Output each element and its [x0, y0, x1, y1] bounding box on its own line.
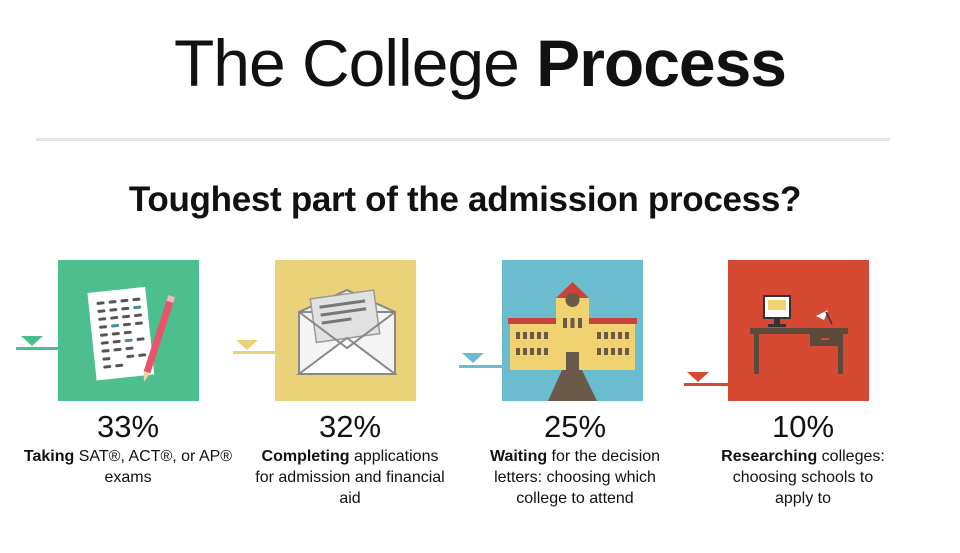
stat-text: applications for admission and financial…	[255, 448, 445, 508]
marker-line-3	[459, 365, 505, 368]
test-sheet-pencil-icon	[87, 286, 176, 382]
college-building-icon	[508, 282, 637, 401]
card-completing-applications	[275, 260, 416, 401]
stat-bold-label: Completing	[261, 448, 350, 466]
question-heading: Toughest part of the admission process?	[128, 180, 802, 219]
envelope-letter-icon	[296, 288, 398, 375]
page-title: The College Process	[0, 30, 960, 96]
stat-bold-label: Taking	[23, 448, 75, 466]
stat-description: Completing applications for admission an…	[235, 446, 465, 509]
marker-triangle-3	[462, 353, 484, 363]
marker-triangle-1	[21, 336, 43, 346]
stat-description: Taking SAT®, ACT®, or AP® exams	[13, 446, 243, 488]
stat-percent: 32%	[318, 409, 382, 444]
stat-bold-label: Waiting	[489, 448, 548, 466]
card-taking-exams	[58, 260, 199, 401]
stat-bold-label: Researching	[721, 448, 818, 466]
stat-percent: 25%	[543, 409, 607, 444]
card-waiting-decision	[502, 260, 643, 401]
marker-line-4	[684, 383, 730, 386]
card-researching-colleges	[728, 260, 869, 401]
stat-description: Waiting for the decision letters: choosi…	[460, 446, 690, 509]
marker-line-2	[233, 351, 277, 354]
stat-completing: 32% Completing applications for admissio…	[235, 409, 465, 509]
title-bold: Process	[536, 26, 787, 100]
stat-percent: 10%	[771, 409, 835, 444]
stat-taking: 33% Taking SAT®, ACT®, or AP® exams	[13, 409, 243, 488]
stat-researching: 10% Researching colleges: choosing schoo…	[688, 409, 918, 509]
marker-triangle-2	[236, 340, 258, 350]
stat-text: SAT®, ACT®, or AP® exams	[74, 448, 233, 487]
stat-waiting: 25% Waiting for the decision letters: ch…	[460, 409, 690, 509]
title-light: The College	[173, 26, 537, 100]
stat-text: colleges: choosing schools to apply to	[732, 448, 885, 508]
stat-percent: 33%	[96, 409, 160, 444]
stat-description: Researching colleges: choosing schools t…	[688, 446, 918, 509]
stat-text: for the decision letters: choosing which…	[494, 448, 661, 508]
desk-computer-icon	[750, 295, 848, 374]
marker-triangle-4	[687, 372, 709, 382]
divider	[36, 138, 890, 141]
marker-line-1	[16, 347, 60, 350]
